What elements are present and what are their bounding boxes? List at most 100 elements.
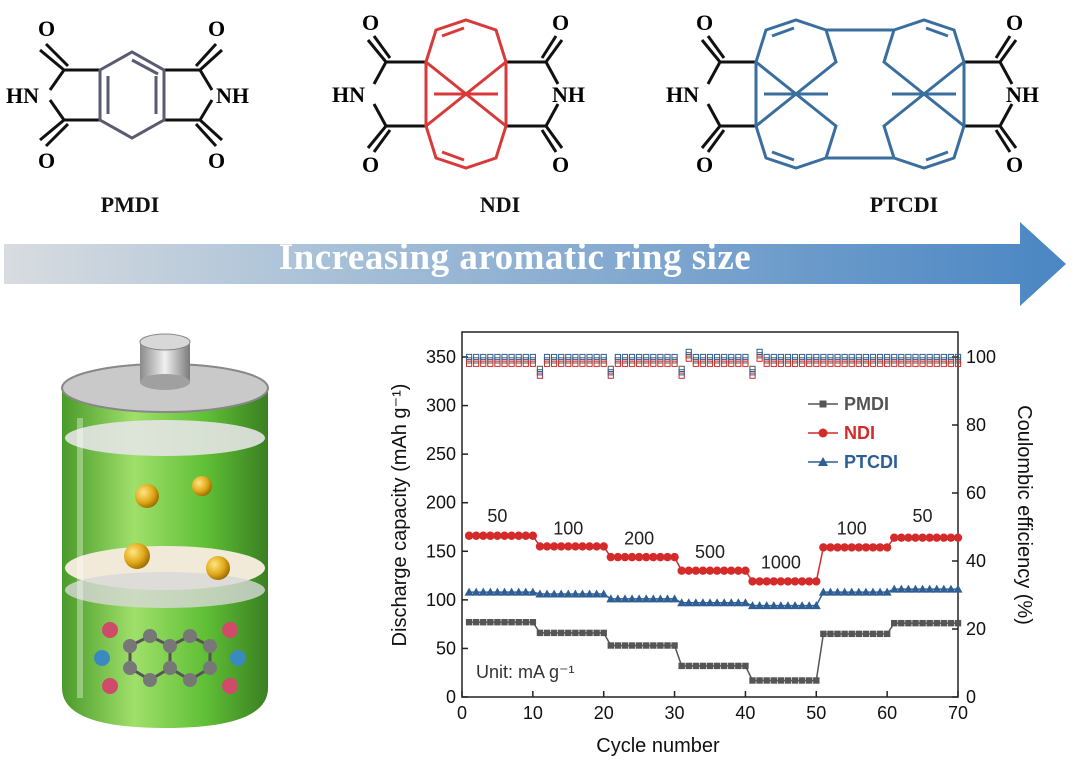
ce-point [820,360,827,367]
ce-point [735,353,742,361]
ce-point [721,357,728,364]
ptcdi-point [507,587,517,596]
ptcdi-point [946,584,956,593]
ce-point [692,357,699,364]
pmdi-point [480,619,487,626]
ce-point [636,360,643,367]
ndi-hn: HN [332,82,365,107]
pmdi-point [515,619,522,626]
pmdi-point [735,662,742,670]
ce-point [501,353,508,361]
x-tick-label: 20 [594,703,614,723]
ce-point [813,357,820,364]
ptcdi-o-3: O [1006,10,1023,35]
ce-point [465,360,473,367]
rate-label: 500 [695,542,725,562]
ndi-point [939,533,949,542]
ce-point [933,357,940,364]
ce-point [756,348,763,355]
ptcdi-point [500,587,510,596]
ndi-point [606,552,615,562]
legend-marker [818,428,828,438]
ce-point [692,353,699,361]
ce-point [480,357,487,364]
ce-point [891,353,898,361]
ce-point [799,353,806,361]
ce-point [636,353,643,361]
ptcdi-point [585,589,595,598]
ce-point [699,357,707,364]
pmdi-point [650,642,657,649]
ptcdi-point [861,587,871,596]
ce-point [841,353,848,361]
ndi-point [727,566,736,575]
ce-point [551,360,558,367]
ptcdi-point [549,589,559,598]
ce-point [905,360,912,367]
pmdi-point [671,642,678,649]
pmdi-point [827,630,834,638]
ptcdi-point [755,601,765,610]
plot-frame [461,331,959,698]
ce-point [671,360,678,367]
ce-point [685,352,692,359]
pmdi-point [685,662,692,670]
ce-point [713,353,721,361]
ce-point [855,357,862,364]
pmdi-point [536,629,544,637]
ndi-point [585,542,594,551]
legend-label: PTCDI [844,452,898,472]
ce-point [706,357,714,364]
ce-point [636,357,643,364]
ptcdi-point [570,589,580,598]
ndi-point [783,577,793,586]
pmdi-nh: NH [216,83,249,108]
ndi-point [578,542,587,551]
ce-point [940,357,947,364]
ce-point [607,365,614,372]
battery-upper-plate [65,420,265,456]
rate-label: 200 [624,528,654,548]
pmdi-point [777,677,785,684]
ce-point [862,360,869,367]
ce-point [473,357,480,364]
ce-point [791,353,799,361]
y-axis-label-left: Discharge capacity (mAh g⁻¹) [389,384,411,647]
ptcdi-point [698,598,708,607]
ptcdi-point [535,589,545,598]
ndi-point [904,533,913,542]
ptcdi-point [464,587,474,596]
ce-point [884,360,891,367]
ptcdi-point [542,589,552,598]
y-tick-label-right: 0 [966,687,976,707]
ptcdi-point [896,584,906,593]
ndi-point [911,533,920,542]
ptcdi-point [733,598,743,607]
pmdi-point [678,662,685,670]
pmdi-point [579,629,586,637]
ce-point [926,357,933,364]
ce-point [515,360,522,367]
ce-point [536,365,544,372]
ce-point [721,353,728,361]
ptcdi-point [953,584,963,593]
ce-point [933,360,940,367]
ce-point [813,360,820,367]
ce-point [834,353,841,361]
ndi-point [677,566,686,575]
ptcdi-point [705,598,715,607]
ndi-point [769,577,778,586]
ce-point [898,360,905,367]
ce-point [912,353,919,361]
ndi-point [854,543,863,552]
ce-point [494,353,501,361]
ce-point [869,360,877,367]
ptcdi-point [762,601,772,610]
ce-point [869,353,877,361]
x-tick-label: 10 [523,703,543,723]
y-tick-label-left: 0 [446,687,456,707]
ndi-point [755,577,764,586]
ptcdi-point [556,589,566,598]
pmdi-molecule-drawing: O O O O HN NH [6,16,249,173]
ce-point [579,357,586,364]
